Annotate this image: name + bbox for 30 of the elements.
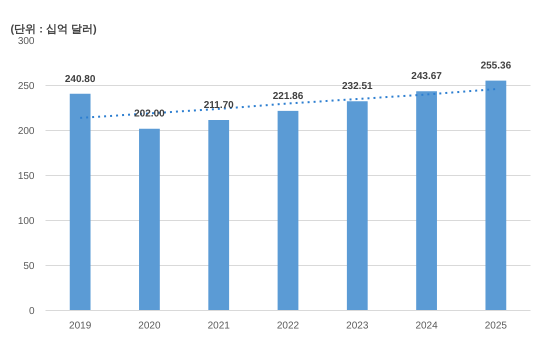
x-tick-label: 2024 <box>415 320 438 332</box>
x-tick-label: 2025 <box>484 320 508 332</box>
bar <box>346 101 368 310</box>
y-tick-label: 0 <box>28 306 35 317</box>
bar <box>278 110 298 310</box>
bar <box>208 120 230 310</box>
y-tick-label: 50 <box>23 261 35 272</box>
y-tick-label: 250 <box>18 81 35 92</box>
text: 221.86 <box>272 90 304 102</box>
x-tick-label: 2019 <box>69 320 92 332</box>
text: 211.70 <box>204 100 234 111</box>
text: 255.36 <box>480 60 512 72</box>
x-tick-label: 2023 <box>346 320 369 332</box>
text: 232.51 <box>342 81 373 92</box>
bar <box>139 128 160 310</box>
text: 202.00 <box>134 108 165 120</box>
x-tick-label: 2021 <box>208 320 230 332</box>
x-tick-label: 2022 <box>276 320 300 332</box>
x-tick-label: 2020 <box>138 320 161 332</box>
y-tick-label: 300 <box>18 36 35 47</box>
text: 240.80 <box>64 74 96 85</box>
line-series <box>79 88 497 119</box>
y-tick-label: 150 <box>18 171 35 182</box>
y-tick-label: 200 <box>18 126 35 137</box>
y-tick-label: 100 <box>18 216 35 227</box>
bar <box>70 94 91 310</box>
chart-title: (단위 : 십억 달러) <box>10 24 97 36</box>
bar <box>416 91 437 310</box>
text: 243.67 <box>411 71 442 82</box>
bar <box>485 80 506 310</box>
